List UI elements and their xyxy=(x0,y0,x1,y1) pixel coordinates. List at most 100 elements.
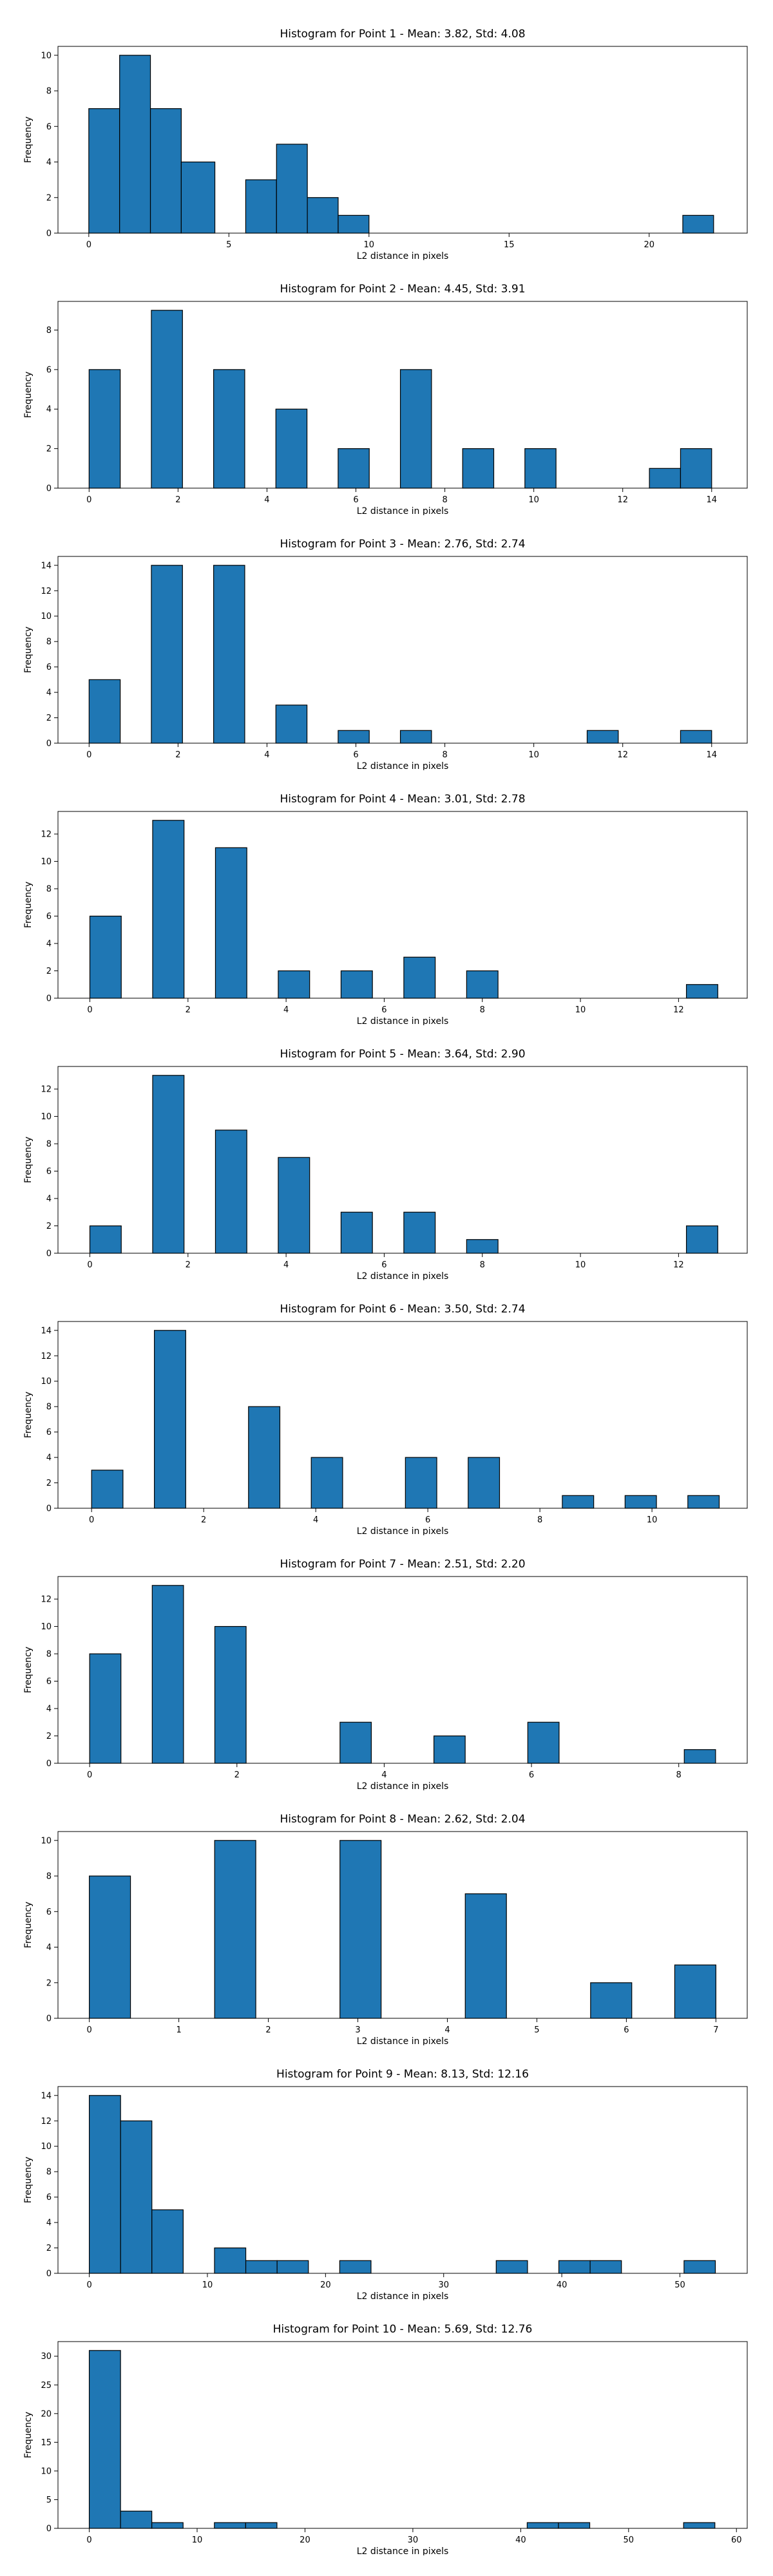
x-axis-label: L2 distance in pixels xyxy=(357,2291,449,2300)
x-tick-label: 10 xyxy=(528,495,539,505)
x-tick-label: 10 xyxy=(528,750,539,760)
histogram-bar xyxy=(403,956,436,999)
histogram-bar xyxy=(120,2510,153,2529)
y-tick-label: 4 xyxy=(46,1943,52,1953)
histogram-bar xyxy=(245,179,277,234)
x-tick-label: 20 xyxy=(644,240,654,250)
x-tick-label: 6 xyxy=(529,1770,534,1780)
histogram-bar xyxy=(88,369,121,489)
histogram-bar xyxy=(180,161,216,234)
y-tick-label: 25 xyxy=(41,2381,52,2391)
histogram-bar xyxy=(120,2120,153,2274)
y-tick-label: 4 xyxy=(46,2219,52,2228)
histogram-chart: Histogram for Point 1 - Mean: 3.82, Std:… xyxy=(23,28,748,260)
chart-title: Histogram for Point 6 - Mean: 3.50, Std:… xyxy=(280,1303,525,1316)
x-axis-label: L2 distance in pixels xyxy=(357,2036,449,2045)
y-tick-label: 8 xyxy=(46,326,52,336)
chart-title: Histogram for Point 2 - Mean: 4.45, Std:… xyxy=(280,283,525,296)
histogram-bar xyxy=(275,408,308,489)
y-axis-label: Frequency xyxy=(23,117,33,163)
histogram-bar xyxy=(649,468,682,489)
y-axis-label: Frequency xyxy=(23,1137,33,1183)
x-tick-label: 4 xyxy=(264,750,269,760)
y-tick-label: 10 xyxy=(41,1836,52,1846)
x-tick-label: 8 xyxy=(480,1260,485,1270)
y-tick-label: 6 xyxy=(46,1167,52,1177)
histogram-bar xyxy=(524,448,557,489)
x-axis-label: L2 distance in pixels xyxy=(357,1781,449,1790)
x-tick-label: 6 xyxy=(624,2025,629,2035)
histogram-bar xyxy=(213,565,245,744)
y-tick-label: 2 xyxy=(46,444,52,454)
plot-frame xyxy=(57,811,748,999)
histogram-bar xyxy=(151,1585,184,1764)
histogram-bar xyxy=(152,820,185,999)
y-tick-label: 6 xyxy=(46,1908,52,1917)
x-tick-label: 5 xyxy=(534,2025,539,2035)
x-tick-label: 0 xyxy=(86,495,91,505)
y-axis-label: Frequency xyxy=(23,2157,33,2203)
y-tick-label: 6 xyxy=(46,663,52,672)
x-tick-label: 4 xyxy=(381,1770,386,1780)
histogram-bar xyxy=(151,310,183,489)
y-tick-label: 0 xyxy=(46,1759,52,1769)
x-tick-label: 8 xyxy=(537,1515,542,1525)
y-tick-label: 8 xyxy=(46,87,52,97)
y-tick-label: 10 xyxy=(41,51,52,61)
y-tick-label: 2 xyxy=(46,1479,52,1488)
y-tick-label: 8 xyxy=(46,885,52,895)
y-axis-label: Frequency xyxy=(23,882,33,928)
x-axis-label: L2 distance in pixels xyxy=(357,1271,449,1280)
x-tick-label: 2 xyxy=(265,2025,271,2035)
y-tick-label: 20 xyxy=(41,2409,52,2419)
y-tick-label: 12 xyxy=(41,1352,52,1361)
x-tick-label: 2 xyxy=(175,750,180,760)
histogram-bar xyxy=(88,2095,121,2274)
y-tick-label: 12 xyxy=(41,2117,52,2126)
histogram-bar xyxy=(468,1457,501,1509)
x-tick-label: 15 xyxy=(504,240,515,250)
y-tick-label: 15 xyxy=(41,2438,52,2448)
histogram-bar xyxy=(433,1735,466,1764)
x-axis-label: L2 distance in pixels xyxy=(357,761,449,770)
histogram-bar xyxy=(680,448,712,489)
histogram-bar xyxy=(495,2260,528,2274)
y-tick-label: 4 xyxy=(46,940,52,949)
x-tick-label: 40 xyxy=(515,2535,526,2545)
x-tick-label: 8 xyxy=(676,1770,682,1780)
x-tick-label: 10 xyxy=(575,1260,586,1270)
histogram-bar xyxy=(680,730,712,744)
plot-frame xyxy=(57,2341,748,2529)
x-tick-label: 2 xyxy=(201,1515,206,1525)
histogram-bar xyxy=(214,2522,246,2529)
histogram-bar xyxy=(562,1495,595,1509)
histogram-chart: Histogram for Point 4 - Mean: 3.01, Std:… xyxy=(23,793,748,1025)
y-tick-label: 5 xyxy=(46,2496,52,2505)
histogram-bar xyxy=(685,984,718,999)
histogram-bar xyxy=(527,1721,560,1764)
histogram-bar xyxy=(276,2260,309,2274)
y-axis-label: Frequency xyxy=(23,2412,33,2458)
histogram-bar xyxy=(278,970,310,999)
histogram-bar xyxy=(558,2522,591,2529)
x-tick-label: 0 xyxy=(87,1260,92,1270)
x-tick-label: 3 xyxy=(355,2025,360,2035)
y-axis-label: Frequency xyxy=(23,1392,33,1438)
histogram-bar xyxy=(339,2260,372,2274)
histogram-bar xyxy=(151,2209,184,2274)
histogram-bar xyxy=(245,2522,278,2529)
x-tick-label: 50 xyxy=(624,2535,635,2545)
histogram-bar xyxy=(276,144,308,234)
histogram-bar xyxy=(682,214,714,234)
x-tick-label: 30 xyxy=(408,2535,419,2545)
y-tick-label: 0 xyxy=(46,484,52,494)
histogram-bar xyxy=(88,2350,121,2529)
histogram-bar xyxy=(340,1211,373,1254)
y-tick-label: 12 xyxy=(41,1085,52,1095)
histogram-bar xyxy=(307,197,339,234)
y-tick-label: 12 xyxy=(41,830,52,840)
chart-title: Histogram for Point 10 - Mean: 5.69, Std… xyxy=(273,2323,533,2336)
x-axis-label: L2 distance in pixels xyxy=(357,251,449,260)
histogram-bar xyxy=(685,1225,718,1254)
histogram-bar xyxy=(89,1653,122,1764)
